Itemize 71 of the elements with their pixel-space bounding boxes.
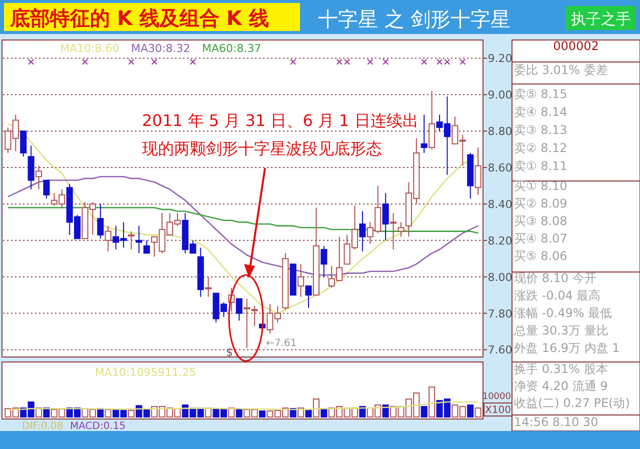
- text: 买① 8.10: [514, 179, 568, 193]
- text: 卖① 8.11: [514, 159, 568, 173]
- text: 外盘 16.9万 内盘 1: [514, 341, 620, 355]
- candlestick: [398, 222, 404, 238]
- bar: [467, 404, 474, 418]
- text: 卖② 8.12: [514, 141, 568, 155]
- text: MA10:1095911.25: [95, 366, 196, 379]
- text: 买⑤ 8.06: [514, 249, 568, 263]
- candlestick: [205, 276, 212, 298]
- candlestick: [97, 203, 104, 240]
- candlestick: [236, 298, 242, 322]
- text: 总量 30.3万 量比: [513, 324, 608, 338]
- y-tick-label: 8.60: [488, 162, 512, 175]
- text: 卖④ 8.14: [514, 105, 568, 119]
- bar: [420, 406, 428, 418]
- candlestick: [420, 114, 428, 154]
- candlestick: [104, 225, 112, 252]
- text: 买② 8.09: [514, 196, 568, 210]
- y-tick-label: 9.20: [488, 52, 512, 66]
- y-tick-label: 8.40: [488, 198, 512, 211]
- annotation: ←7.61: [266, 338, 297, 349]
- annotation: 2011 年 5 月 31 日、6 月 1 日连续出: [142, 111, 418, 130]
- text: DIF:0.08: [22, 421, 64, 432]
- candlestick: [136, 225, 142, 254]
- text: 涨跌 -0.04 最高: [514, 288, 601, 302]
- y-tick-label: 7.80: [488, 307, 512, 320]
- text: 000002: [553, 39, 599, 53]
- text: 14:56 8.10 30: [514, 415, 598, 429]
- text: 现价 8.10 今开: [514, 271, 596, 285]
- text: MA10:8.60: [60, 42, 120, 55]
- candlestick: [390, 212, 397, 250]
- annotation: 现的两颗剑形十字星波段见底形态: [142, 139, 382, 158]
- text: 收益(二) 0.27 PE(动): [514, 396, 630, 410]
- candlestick: [298, 264, 304, 298]
- text: 委比 3.01% 委差: [514, 63, 608, 77]
- text: MA30:8.32: [131, 42, 190, 55]
- y-tick-label: 8.00: [488, 270, 512, 284]
- annotation: 10000: [482, 392, 512, 402]
- text: 卖③ 8.13: [514, 123, 568, 137]
- bar: [320, 409, 328, 418]
- candlestick: [143, 240, 150, 254]
- y-tick-label: 9.00: [488, 88, 512, 102]
- bar: [359, 406, 366, 418]
- y-tick-label: 8.80: [488, 125, 512, 138]
- candlestick: [305, 285, 312, 308]
- chart-title: 底部特征的 K 线及组合 K 线: [9, 6, 269, 30]
- candlestick: [320, 245, 328, 278]
- text: 买③ 8.08: [514, 214, 568, 228]
- candlestick: [359, 210, 366, 252]
- candlestick: [428, 90, 436, 150]
- candlestick: [35, 165, 42, 190]
- candlestick: [28, 145, 34, 190]
- text: MACD:0.15: [70, 421, 126, 432]
- text: 卖⑤ 8.15: [514, 87, 568, 101]
- text: 净资 4.20 流通 9: [514, 379, 608, 393]
- y-tick-label: 8.20: [488, 234, 512, 248]
- bar: [305, 410, 312, 418]
- candlestick: [20, 130, 27, 158]
- chart-subtitle: 十字星 之 剑形十字星: [318, 7, 511, 31]
- bar: [236, 409, 242, 418]
- text: 执子之手: [571, 10, 631, 28]
- bar: [258, 410, 266, 418]
- candlestick: [382, 192, 389, 241]
- text: 换手 0.31% 股本: [514, 362, 608, 376]
- candlestick: [128, 230, 135, 250]
- y-tick-label: 7.60: [488, 344, 512, 357]
- candlestick: [43, 180, 50, 199]
- text: 买④ 8.07: [514, 232, 568, 246]
- text: X100: [485, 405, 511, 416]
- text: 涨幅 -0.49% 最低: [514, 306, 612, 320]
- text: MA60:8.37: [202, 42, 262, 55]
